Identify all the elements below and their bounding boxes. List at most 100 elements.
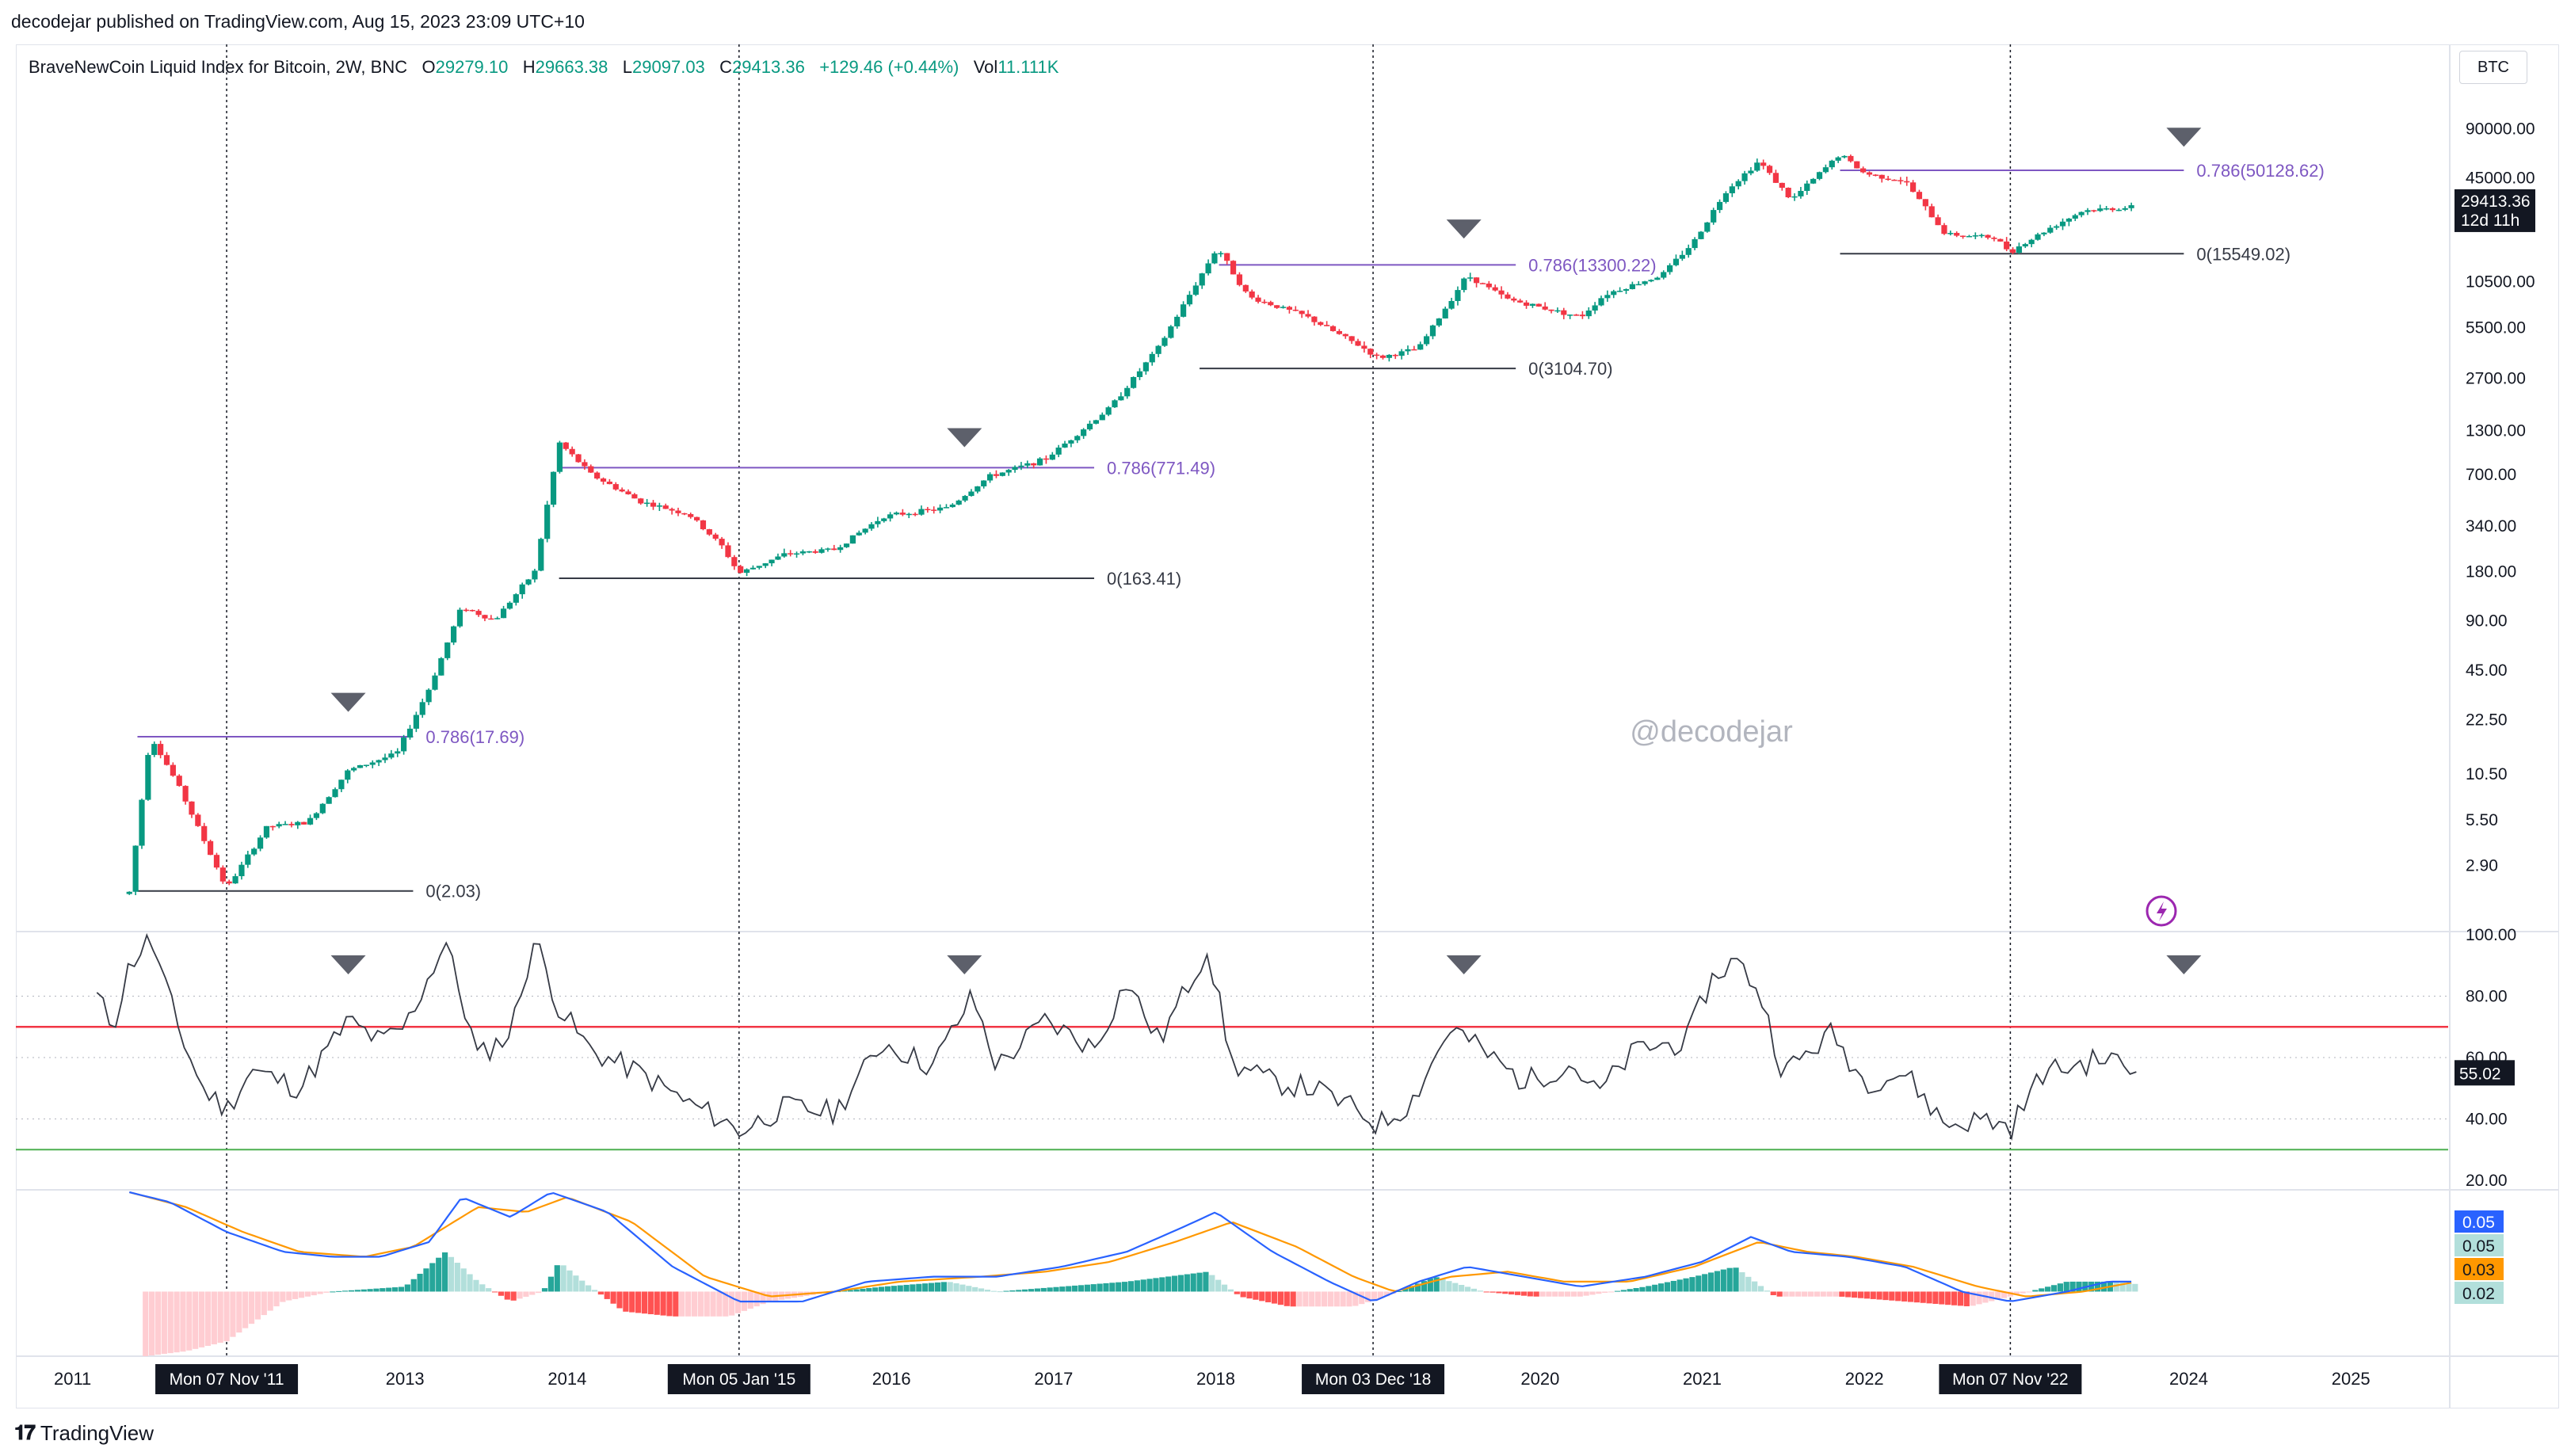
candle-body (2047, 227, 2054, 233)
fib-level-label: 0.786(13300.22) (1528, 255, 1656, 275)
candle-body (1299, 311, 1305, 314)
macd-histogram-bar (891, 1286, 897, 1292)
time-tick-label: 2013 (386, 1369, 425, 1389)
macd-signal-line[interactable] (129, 1191, 2132, 1298)
candle-body (937, 507, 944, 511)
macd-histogram-bar (1957, 1291, 1964, 1306)
candle-body (1018, 465, 1024, 467)
macd-histogram-bar (928, 1283, 935, 1292)
candle-body (1043, 458, 1050, 460)
candle-body (1205, 263, 1211, 274)
macd-histogram-bar (1277, 1291, 1284, 1305)
candle-body (276, 824, 282, 827)
macd-histogram-bar (585, 1285, 592, 1292)
candle-body (1181, 304, 1187, 317)
candle-body (943, 507, 950, 509)
macd-histogram-bar (953, 1283, 959, 1292)
macd-histogram-bar (336, 1290, 342, 1292)
macd-histogram-bar (1446, 1281, 1452, 1292)
macd-histogram-bar (897, 1285, 903, 1292)
macd-histogram-bar (2076, 1281, 2082, 1292)
fib-level-label: 0(2.03) (425, 882, 481, 901)
macd-histogram-bar (978, 1288, 985, 1292)
candle-body (925, 509, 931, 511)
candle-body (1935, 217, 1941, 226)
macd-histogram-bar (304, 1291, 311, 1297)
macd-histogram-bar (1652, 1284, 1658, 1292)
macd-histogram-bar (1116, 1282, 1122, 1292)
time-axis-layer: 2011 2013 2014 2016 2017 2018 2020 2021 2022 2024… (54, 1364, 2371, 1394)
macd-histogram-bar (1826, 1291, 1833, 1297)
replay-icon[interactable] (2146, 895, 2177, 927)
candle-body (1311, 316, 1318, 322)
macd-histogram-bar (1726, 1267, 1733, 1292)
macd-histogram-bar (441, 1252, 448, 1292)
macd-histogram-bar (2057, 1283, 2063, 1292)
candle-body (1336, 330, 1342, 334)
macd-histogram-bar (1695, 1275, 1702, 1292)
macd-histogram-bar (1109, 1283, 1116, 1292)
macd-histogram-bar (417, 1273, 423, 1292)
rsi-tick-label: 40.00 (2466, 1111, 2508, 1129)
date-marker-tag (155, 1364, 299, 1394)
candle-body (1810, 178, 1817, 184)
time-tick-label: 2024 (2169, 1369, 2208, 1389)
candle-body (837, 547, 844, 551)
macd-histogram-bar (1134, 1280, 1140, 1292)
candle-body (2128, 205, 2134, 208)
candle-body (799, 551, 807, 554)
macd-histogram-bar (1795, 1291, 1802, 1297)
candle-body (1461, 278, 1467, 291)
macd-histogram-bar (1657, 1283, 1665, 1292)
macd-histogram-bar (1383, 1291, 1390, 1297)
macd-histogram-bar (1221, 1284, 1228, 1292)
macd-histogram-bar (1926, 1291, 1932, 1304)
macd-histogram-bar (1620, 1290, 1627, 1292)
candle-body (825, 548, 831, 550)
macd-histogram-bar (1907, 1291, 1914, 1302)
macd-histogram-bar (1459, 1285, 1465, 1292)
currency-button[interactable]: BTC (2459, 51, 2527, 84)
candle-body (688, 514, 694, 517)
footer-brand[interactable]: 𝟏𝟕 TradingView (14, 1420, 154, 1446)
candle-body (1036, 458, 1043, 466)
ohlc-legend: BraveNewCoin Liquid Index for Bitcoin, 2… (29, 57, 1058, 78)
candle-body (1442, 308, 1448, 319)
macd-histogram-bar (884, 1286, 891, 1292)
macd-histogram-bar (2001, 1291, 2008, 1298)
macd-histogram-bar (217, 1291, 223, 1344)
macd-line[interactable] (129, 1191, 2132, 1303)
candle-body (132, 845, 139, 892)
macd-histogram-bar (1683, 1278, 1689, 1292)
macd-histogram-bar (972, 1286, 978, 1292)
candle-body (843, 543, 850, 547)
macd-histogram-bar (685, 1291, 692, 1317)
candle-body (1872, 174, 1879, 176)
macd-histogram-bar (1664, 1282, 1671, 1292)
macd-histogram-bar (1546, 1291, 1552, 1297)
candle-body (881, 518, 887, 521)
macd-histogram-bar (254, 1291, 261, 1320)
macd-histogram-bar (1346, 1291, 1352, 1307)
macd-histogram-bar (180, 1291, 186, 1352)
candle-body (1062, 443, 1068, 448)
rsi-line[interactable] (96, 932, 2137, 1141)
candle-body (1617, 291, 1623, 292)
macd-histogram-bar (566, 1270, 573, 1292)
macd-histogram-bar (1976, 1291, 1982, 1305)
macd-histogram-bar (1863, 1291, 1870, 1299)
macd-histogram-bar (1365, 1291, 1371, 1302)
macd-histogram-bar (1040, 1287, 1047, 1292)
macd-histogram-bar (847, 1290, 853, 1292)
candle-body (1392, 354, 1398, 356)
candle-body (425, 689, 432, 703)
macd-histogram-bar (591, 1290, 598, 1292)
macd-histogram-bar (1633, 1287, 1639, 1292)
candle-body (1785, 188, 1791, 198)
candle-body (1798, 191, 1804, 196)
candle-body (1049, 454, 1055, 460)
macd-value-text: 0.05 (2462, 1237, 2495, 1256)
high-value: 29663.38 (535, 57, 608, 77)
candle-body (1261, 301, 1268, 303)
